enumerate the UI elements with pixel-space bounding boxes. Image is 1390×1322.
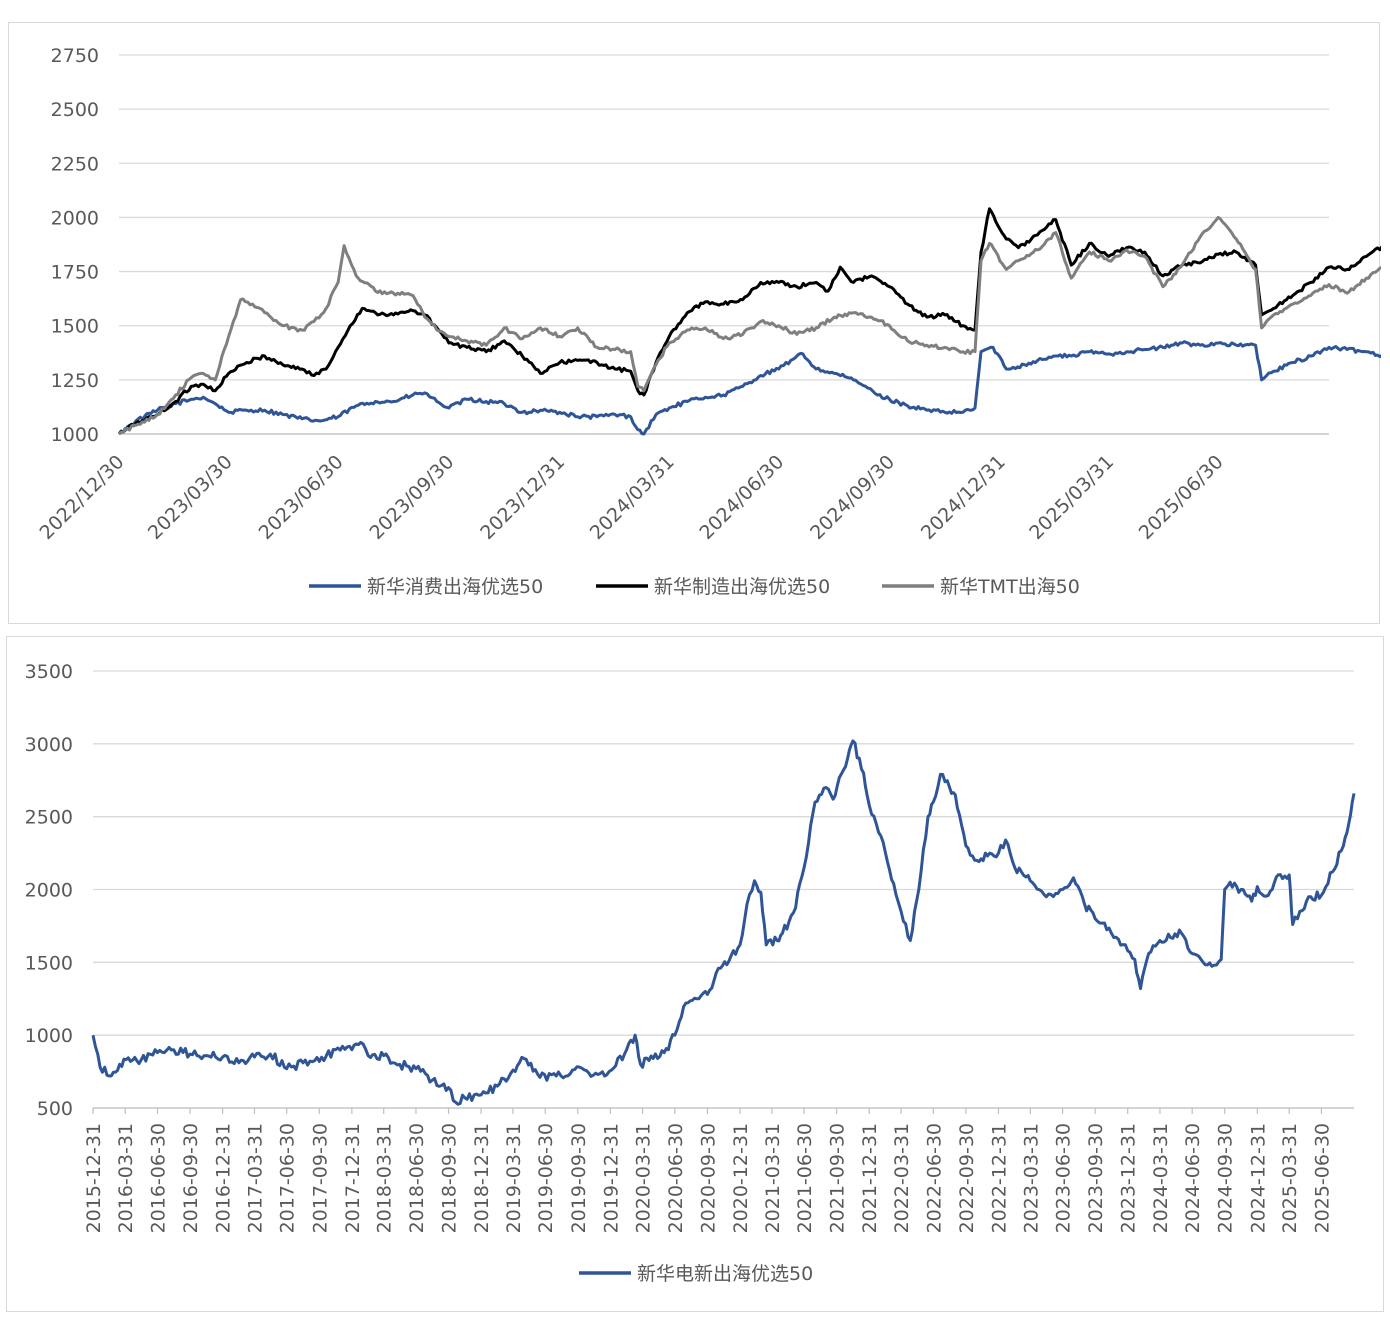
x-tick-label: 2017-03-31	[244, 1123, 266, 1233]
x-tick-label: 2024/06/30	[695, 451, 788, 544]
x-tick-label: 2023-12-31	[1118, 1123, 1140, 1233]
x-tick-label: 2018-12-31	[471, 1123, 493, 1233]
legend-label: 新华制造出海优选50	[654, 576, 830, 598]
y-tick-label: 1000	[25, 1025, 73, 1047]
x-tick-label: 2019-03-31	[503, 1123, 525, 1233]
x-tick-label: 2016-03-31	[115, 1123, 137, 1233]
x-tick-label: 2016-12-31	[213, 1123, 235, 1233]
series-line-1	[91, 739, 1356, 1106]
chart-top: 1000 1250 1500 1750 2000 2250 2500 2750 2022/12/…	[36, 45, 1381, 598]
x-tick-label: 2018-06-30	[406, 1123, 428, 1233]
legend-label: 新华电新出海优选50	[637, 1263, 813, 1285]
x-tick-label: 2019-09-30	[568, 1123, 590, 1233]
y-tick-label: 1750	[51, 262, 99, 284]
x-tick-label: 2023/09/30	[365, 451, 458, 544]
x-tick-label: 2017-06-30	[277, 1123, 299, 1233]
x-tick-label: 2020-12-31	[730, 1123, 752, 1233]
x-tick-label: 2023/12/31	[476, 451, 569, 544]
y-tick-label: 2250	[51, 153, 99, 175]
x-tick-label: 2025/03/31	[1025, 451, 1118, 544]
x-tick-label: 2025-06-30	[1311, 1123, 1333, 1233]
x-tick-label: 2020-03-31	[633, 1123, 655, 1233]
x-tick-label: 2023-09-30	[1085, 1123, 1107, 1233]
x-tick-label: 2024/03/31	[586, 451, 679, 544]
x-tick-label: 2024-09-30	[1215, 1123, 1237, 1233]
y-tick-label: 500	[37, 1098, 73, 1120]
y-tick-label: 1500	[51, 316, 99, 338]
y-tick-label: 1500	[25, 952, 73, 974]
x-tick-label: 2020-06-30	[665, 1123, 687, 1233]
chart-panel-top: 1000 1250 1500 1750 2000 2250 2500 2750 2022/12/…	[8, 22, 1381, 624]
y-tick-label: 1250	[51, 370, 99, 392]
series-line-3	[117, 215, 1381, 436]
x-tick-label: 2025/06/30	[1135, 451, 1228, 544]
x-tick-label: 2017-09-30	[309, 1123, 331, 1233]
y-tick-label: 3500	[25, 661, 73, 683]
x-tick-label: 2022-09-30	[956, 1123, 978, 1233]
y-tick-label: 2750	[51, 45, 99, 67]
x-tick-label: 2018-09-30	[439, 1123, 461, 1233]
series-line-1	[117, 340, 1381, 436]
x-tick-label: 2024/12/31	[917, 451, 1010, 544]
x-tick-label: 2022-12-31	[988, 1123, 1010, 1233]
x-tick-label: 2021-03-31	[762, 1123, 784, 1233]
x-tick-label: 2023-03-31	[1020, 1123, 1042, 1233]
x-tick-label: 2023/03/30	[144, 451, 237, 544]
legend-label: 新华TMT出海50	[940, 576, 1080, 598]
y-tick-label: 2500	[25, 807, 73, 829]
x-tick-label: 2019-12-31	[600, 1123, 622, 1233]
x-tick-label: 2016-09-30	[180, 1123, 202, 1233]
x-tick-label: 2024-06-30	[1182, 1123, 1204, 1233]
x-tick-label: 2022-06-30	[923, 1123, 945, 1233]
x-tick-label: 2018-03-31	[374, 1123, 396, 1233]
chart-panel-bottom: 500 1000 1500 2000 2500 3000 3500 2015-12-31 201…	[6, 636, 1384, 1312]
y-tick-label: 1000	[51, 424, 99, 446]
x-tick-label: 2022-03-31	[891, 1123, 913, 1233]
x-tick-label: 2023/06/30	[255, 451, 348, 544]
chart-bottom: 500 1000 1500 2000 2500 3000 3500 2015-12-31 201…	[25, 661, 1356, 1285]
y-tick-label: 3000	[25, 734, 73, 756]
x-tick-label: 2021-12-31	[859, 1123, 881, 1233]
x-tick-label: 2017-12-31	[342, 1123, 364, 1233]
y-tick-label: 2000	[51, 207, 99, 229]
x-tick-label: 2024-12-31	[1247, 1123, 1269, 1233]
x-tick-label: 2020-09-30	[697, 1123, 719, 1233]
legend-label: 新华消费出海优选50	[367, 576, 543, 598]
x-tick-label: 2021-09-30	[827, 1123, 849, 1233]
y-tick-label: 2500	[51, 99, 99, 121]
y-tick-label: 2000	[25, 880, 73, 902]
x-tick-label: 2015-12-31	[83, 1123, 105, 1233]
x-tick-label: 2019-06-30	[535, 1123, 557, 1233]
x-tick-label: 2023-06-30	[1053, 1123, 1075, 1233]
x-tick-label: 2022/12/30	[36, 451, 129, 544]
x-tick-label: 2021-06-30	[794, 1123, 816, 1233]
x-tick-label: 2025-03-31	[1279, 1123, 1301, 1233]
x-tick-label: 2024-03-31	[1150, 1123, 1172, 1233]
x-tick-label: 2016-06-30	[147, 1123, 169, 1233]
x-tick-label: 2024/09/30	[806, 451, 899, 544]
